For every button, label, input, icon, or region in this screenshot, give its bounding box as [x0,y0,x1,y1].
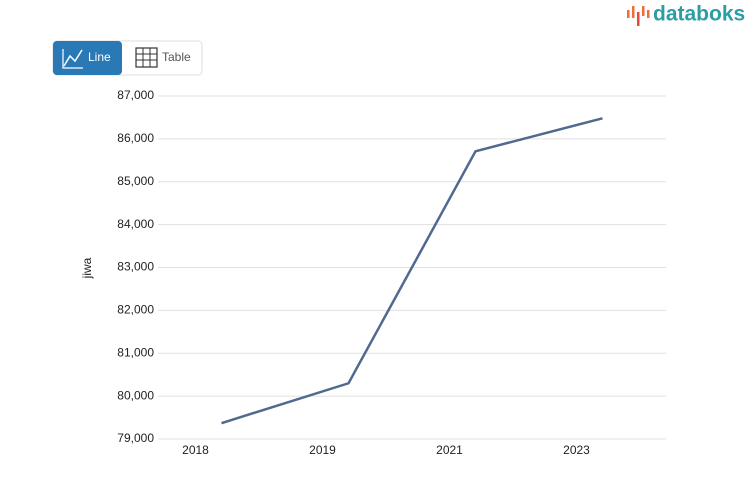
y-tick-label: 87,000 [117,88,154,102]
y-tick-label: 79,000 [117,431,154,445]
y-tick-label: 85,000 [117,174,154,188]
y-tick-label: 86,000 [117,131,154,145]
logo-text: databoks [653,3,745,26]
axis-icon [62,49,83,69]
x-tick-label: 2018 [182,443,209,457]
table-button[interactable] [135,47,158,68]
y-tick-label: 81,000 [117,345,154,359]
y-axis-label: jiwa [80,257,94,279]
x-tick-label: 2023 [563,443,590,457]
line-button[interactable] [53,41,122,75]
logo: databoks [627,3,745,26]
y-tick-label: 83,000 [117,260,154,274]
y-tick-label: 84,000 [117,217,154,231]
y-tick-label: 82,000 [117,303,154,317]
line [221,117,603,425]
button-label[interactable]: Line [88,50,111,64]
line-icon [63,49,83,67]
x-tick-label: 2019 [309,443,336,457]
x-tick-label: 2021 [436,443,463,457]
button-label[interactable]: Table [162,50,191,64]
y-tick-label: 80,000 [117,388,154,402]
